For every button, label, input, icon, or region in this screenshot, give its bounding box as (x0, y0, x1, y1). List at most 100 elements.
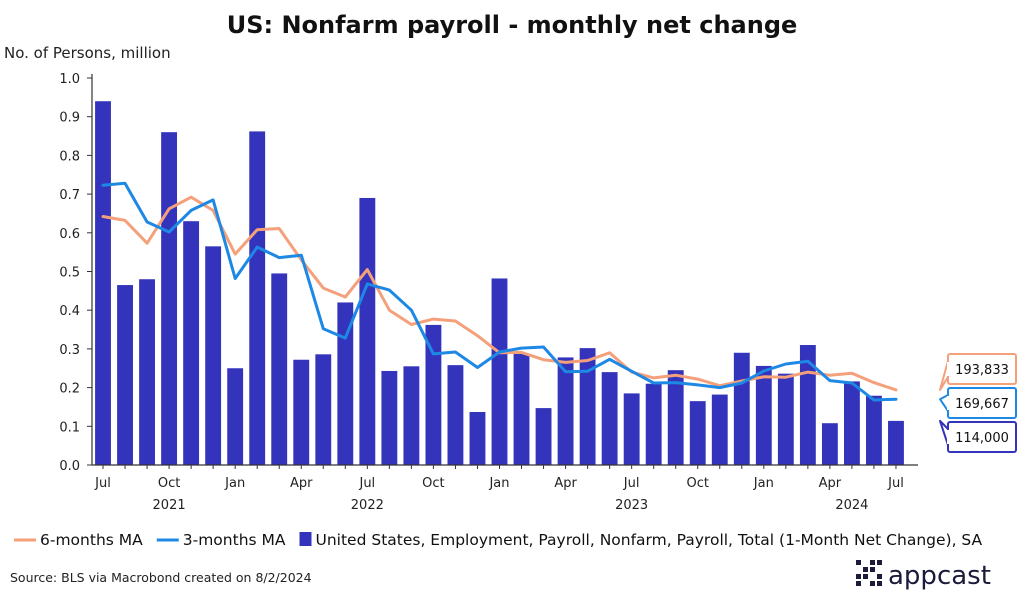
bar (447, 365, 464, 465)
logo-dot (870, 581, 875, 586)
x-ticks: Jul Oct Jan Apr Jul Oct Jan Apr Jul Oct Jan Apr Jul 2… (94, 465, 904, 513)
bar (667, 370, 684, 465)
y-ticks: 0.0 0.1 0.2 0.3 0.4 0.5 0.6 0.7 0.8 0.9 1.0 (59, 72, 92, 474)
bar (579, 348, 596, 465)
bar (513, 353, 530, 465)
bar (249, 131, 266, 465)
bar (711, 394, 728, 465)
x-tick-label: Jul (623, 476, 640, 491)
line-3-months-ma (101, 181, 898, 402)
callout-label: 193,833 (955, 363, 1009, 378)
y-tick-label: 1.0 (59, 72, 80, 87)
bar (866, 395, 882, 465)
bar (645, 383, 662, 465)
plot-area: 0.0 0.1 0.2 0.3 0.4 0.5 0.6 0.7 0.8 0.9 1.0 Jul Oct… (59, 72, 1017, 513)
bar (117, 285, 133, 465)
x-tick-label: Jan (753, 476, 774, 491)
y-tick-label: 0.9 (59, 111, 80, 126)
callout-join (947, 396, 950, 410)
bar (227, 368, 244, 465)
bar (183, 221, 200, 465)
bar (733, 352, 750, 465)
x-tick-label: Oct (686, 476, 708, 491)
bar (139, 279, 155, 465)
bar (557, 357, 574, 465)
logo-dot (877, 560, 882, 565)
logo-dot (856, 560, 861, 565)
x-tick-label: Apr (290, 476, 313, 491)
legend-label: 3-months MA (183, 531, 286, 549)
x-tick-label: Jul (887, 476, 904, 491)
bar (161, 132, 178, 465)
x-tick-label: Apr (819, 476, 842, 491)
y-axis-label: No. of Persons, million (4, 44, 171, 62)
x-tick-label: Jan (488, 476, 509, 491)
callout-label: 169,667 (955, 397, 1009, 412)
bar (95, 101, 111, 465)
logo-text: appcast (888, 561, 991, 591)
legend: 6-months MA 3-months MA United States, Emp… (14, 531, 983, 549)
y-tick-label: 0.3 (59, 343, 80, 358)
callout-pointer (939, 419, 949, 446)
x-tick-label: Oct (422, 476, 444, 491)
bar (403, 366, 420, 465)
y-tick-label: 0.8 (59, 149, 80, 164)
appcast-logo: appcast (856, 560, 991, 591)
y-tick-label: 0.2 (59, 382, 80, 397)
bar (777, 373, 794, 465)
logo-dot (856, 574, 861, 579)
chart-title: US: Nonfarm payroll - monthly net change (227, 11, 798, 39)
logo-dot (856, 581, 861, 586)
y-tick-label: 0.6 (59, 227, 80, 242)
callout-label: 114,000 (955, 431, 1009, 446)
y-tick-label: 0.1 (59, 420, 80, 435)
bar (205, 246, 222, 465)
callout-join (947, 430, 950, 444)
bar (535, 408, 552, 465)
x-tick-label: Apr (554, 476, 577, 491)
bar (293, 359, 310, 465)
logo-dot (877, 581, 882, 586)
y-tick-label: 0.7 (59, 188, 80, 203)
legend-label: United States, Employment, Payroll, Nonf… (316, 531, 983, 549)
x-year-label: 2023 (615, 498, 648, 513)
bar (425, 324, 442, 465)
bar (359, 197, 376, 465)
bar (315, 354, 332, 465)
y-tick-label: 0.0 (59, 459, 80, 474)
x-tick-label: Jul (358, 476, 375, 491)
bar (821, 423, 838, 465)
bar (799, 345, 816, 465)
x-tick-label: Jan (224, 476, 245, 491)
logo-dot (863, 567, 868, 572)
x-tick-label: Oct (158, 476, 180, 491)
bar (843, 381, 860, 465)
callout-pointer (939, 360, 949, 391)
logo-dot (870, 560, 875, 565)
line-series (101, 181, 898, 402)
x-year-label: 2022 (351, 498, 384, 513)
y-tick-label: 0.5 (59, 266, 80, 281)
bar (337, 302, 354, 465)
callout-pointer (939, 394, 949, 412)
bar (689, 401, 706, 465)
bar (888, 420, 904, 465)
value-callouts: 193,833 169,667 114,000 (939, 353, 1017, 453)
logo-mark-icon (856, 560, 882, 586)
bar-series (95, 101, 904, 465)
bar (601, 372, 618, 465)
bar (469, 411, 486, 465)
bar (755, 365, 772, 465)
bar (271, 273, 288, 465)
bar (491, 278, 508, 465)
y-tick-label: 0.4 (59, 304, 80, 319)
source-note: Source: BLS via Macrobond created on 8/2… (10, 570, 312, 585)
x-year-label: 2024 (835, 498, 868, 513)
bar (381, 370, 398, 465)
logo-dot (870, 567, 875, 572)
x-tick-label: Jul (94, 476, 111, 491)
bar (623, 393, 640, 465)
logo-dot (877, 574, 882, 579)
legend-label: 6-months MA (40, 531, 143, 549)
